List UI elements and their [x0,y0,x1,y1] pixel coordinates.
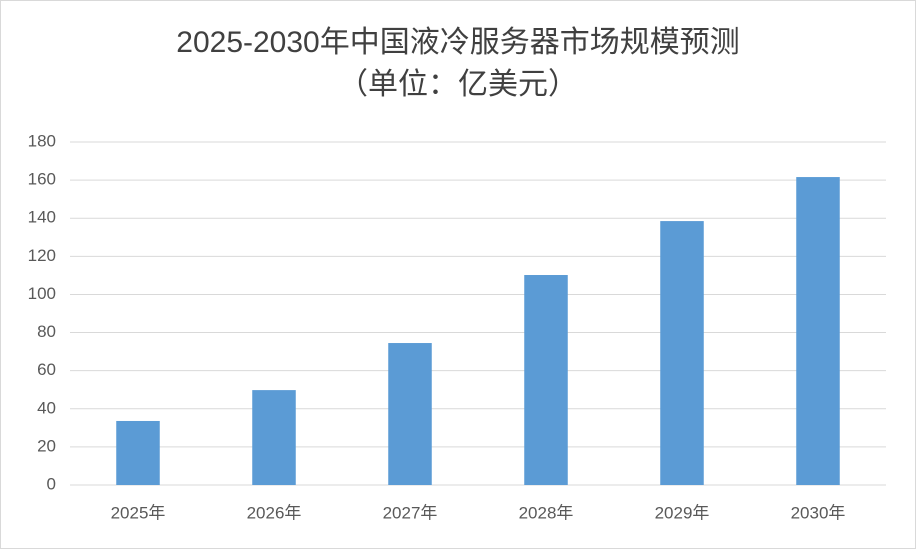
y-tick-label: 180 [28,131,56,150]
bar [252,390,296,485]
x-tick-label: 2030年 [791,503,846,522]
y-tick-label: 0 [47,474,56,493]
bar [524,275,568,485]
chart-title: 2025-2030年中国液冷服务器市场规模预测 [176,26,739,59]
y-tick-label: 20 [37,436,56,455]
x-tick-label: 2028年 [519,503,574,522]
bar [796,177,840,485]
x-tick-label: 2026年 [247,503,302,522]
chart-subtitle: （单位：亿美元） [338,68,578,101]
y-tick-label: 120 [28,246,56,265]
x-tick-label: 2025年 [111,503,166,522]
x-tick-label: 2029年 [655,503,710,522]
y-tick-label: 140 [28,208,56,227]
y-tick-label: 60 [37,360,56,379]
y-tick-label: 100 [28,284,56,303]
y-tick-label: 160 [28,170,56,189]
bar [116,420,160,485]
bar [388,343,432,485]
x-tick-label: 2027年 [383,503,438,522]
y-tick-label: 40 [37,398,56,417]
bar [660,221,704,485]
y-tick-label: 80 [37,322,56,341]
